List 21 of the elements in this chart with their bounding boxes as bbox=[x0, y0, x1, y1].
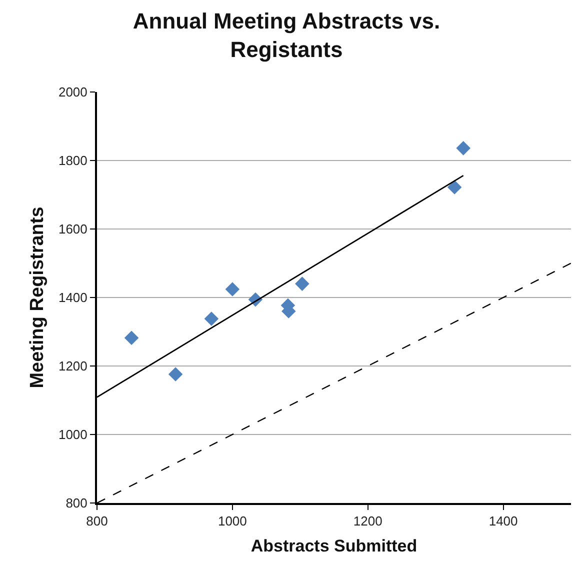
x-tick-label: 1200 bbox=[353, 514, 382, 529]
point bbox=[225, 282, 240, 296]
y-tick-label: 1000 bbox=[58, 427, 88, 442]
y-tick-label: 1200 bbox=[58, 358, 88, 374]
y-tick-label: 1600 bbox=[58, 222, 88, 237]
point bbox=[124, 330, 139, 346]
point bbox=[204, 312, 219, 326]
y-tick-label: 1800 bbox=[58, 153, 88, 168]
point bbox=[447, 180, 462, 194]
y-tick-label: 800 bbox=[66, 496, 88, 511]
chart-title: Annual Meeting Abstracts vs. Registants bbox=[132, 8, 440, 62]
x-tick-label: 1400 bbox=[488, 514, 518, 529]
x-axis-title: Abstracts Submitted bbox=[250, 536, 418, 556]
point bbox=[456, 141, 470, 156]
y-tick-label: 1400 bbox=[58, 290, 88, 306]
point bbox=[168, 367, 183, 382]
point bbox=[295, 276, 310, 291]
x-tick-label: 1000 bbox=[218, 514, 247, 529]
y-tick-label: 2000 bbox=[58, 84, 88, 100]
x-tick-label: 800 bbox=[86, 514, 108, 529]
y-axis-title: Meeting Registrants bbox=[26, 206, 48, 388]
